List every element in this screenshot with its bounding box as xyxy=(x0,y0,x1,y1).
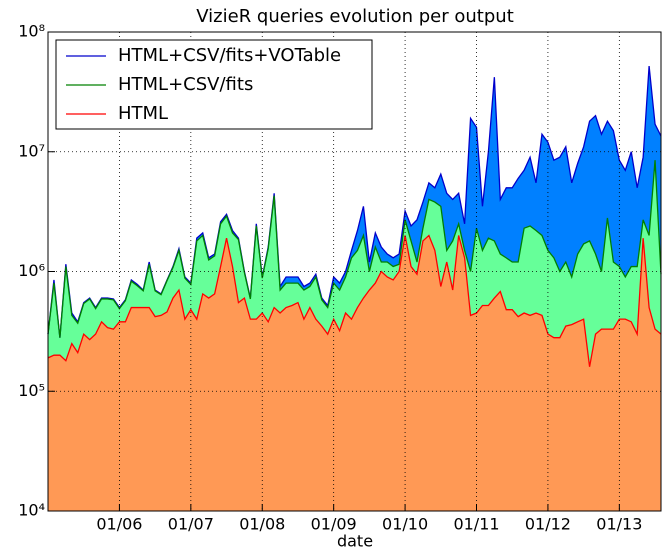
y-tick-label: 10⁸ xyxy=(18,22,45,41)
area-fill xyxy=(48,235,661,511)
series-line xyxy=(47,160,662,338)
x-tick-label: 01/07 xyxy=(168,515,214,534)
legend-label: HTML xyxy=(118,103,168,124)
y-tick-label: 10⁶ xyxy=(18,261,45,280)
x-tick-label: 01/08 xyxy=(239,515,285,534)
legend-label: HTML+CSV/fits+VOTable xyxy=(118,45,341,66)
x-axis-label: date xyxy=(337,532,373,550)
y-tick-label: 10⁴ xyxy=(18,501,45,520)
x-tick-label: 01/10 xyxy=(382,515,428,534)
x-tick-label: 01/11 xyxy=(453,515,499,534)
x-tick-label: 01/09 xyxy=(311,515,357,534)
plot-frame xyxy=(47,31,662,512)
chart-title: VizieR queries evolution per output xyxy=(196,6,514,27)
x-tick-label: 01/06 xyxy=(96,515,142,534)
legend-box xyxy=(55,39,373,130)
series-line xyxy=(47,234,662,367)
y-tick-label: 10⁷ xyxy=(18,141,45,160)
legend-label: HTML+CSV/fits xyxy=(118,74,253,95)
x-tick-label: 01/13 xyxy=(596,515,642,534)
y-tick-label: 10⁵ xyxy=(18,381,45,400)
x-tick-label: 01/12 xyxy=(525,515,571,534)
